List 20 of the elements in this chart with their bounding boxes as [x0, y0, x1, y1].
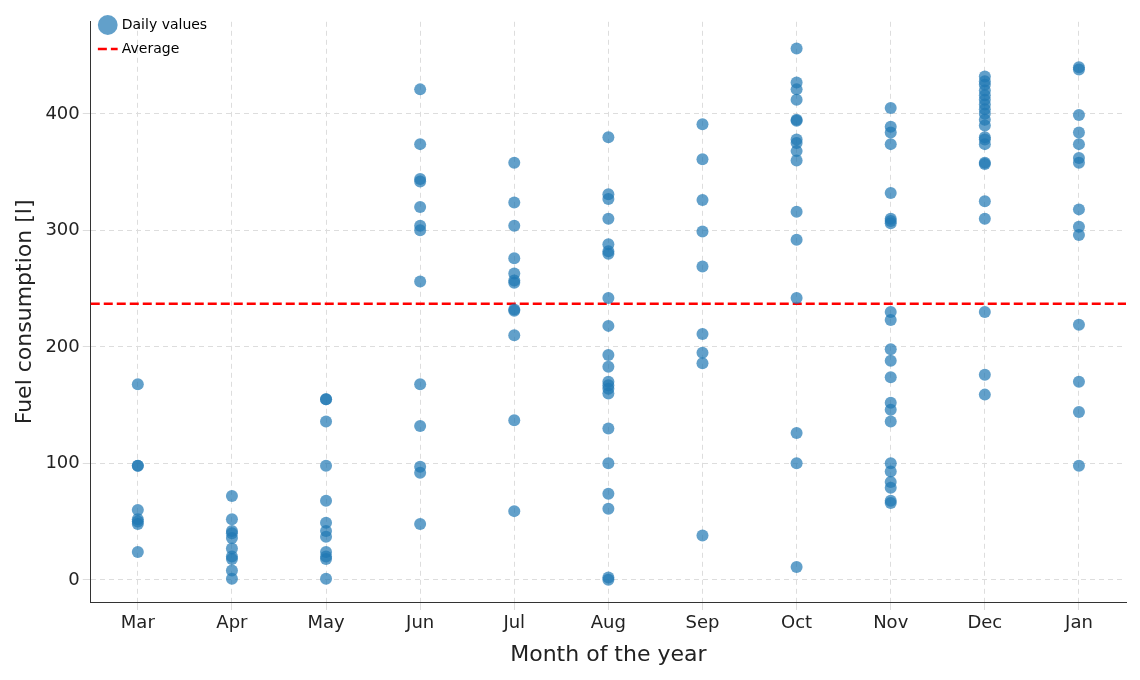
- x-tick-label: May: [307, 611, 345, 633]
- x-tick-label: Jan: [1064, 611, 1093, 633]
- y-tick-label: 0: [68, 567, 80, 589]
- x-tick-label: Sep: [685, 611, 720, 633]
- x-tick-label: Aug: [590, 611, 626, 633]
- x-tick-label: Jun: [405, 611, 435, 633]
- x-tick-label: Oct: [781, 611, 813, 633]
- x-tick-label: Dec: [967, 611, 1003, 633]
- y-tick-label: 100: [45, 451, 80, 473]
- y-tick-label: 300: [45, 218, 80, 240]
- x-axis-title: Month of the year: [510, 640, 708, 666]
- legend-label: Daily values: [121, 15, 208, 32]
- y-tick-label: 200: [45, 334, 80, 356]
- x-tick-label: Jul: [502, 611, 526, 633]
- x-tick-label: Apr: [216, 611, 249, 633]
- legend-label: Average: [121, 39, 180, 56]
- y-axis-title: Fuel consumption [l]: [10, 199, 36, 425]
- x-tick-label: Nov: [873, 611, 909, 633]
- y-tick-label: 400: [45, 101, 80, 123]
- x-tick-label: Mar: [120, 611, 156, 633]
